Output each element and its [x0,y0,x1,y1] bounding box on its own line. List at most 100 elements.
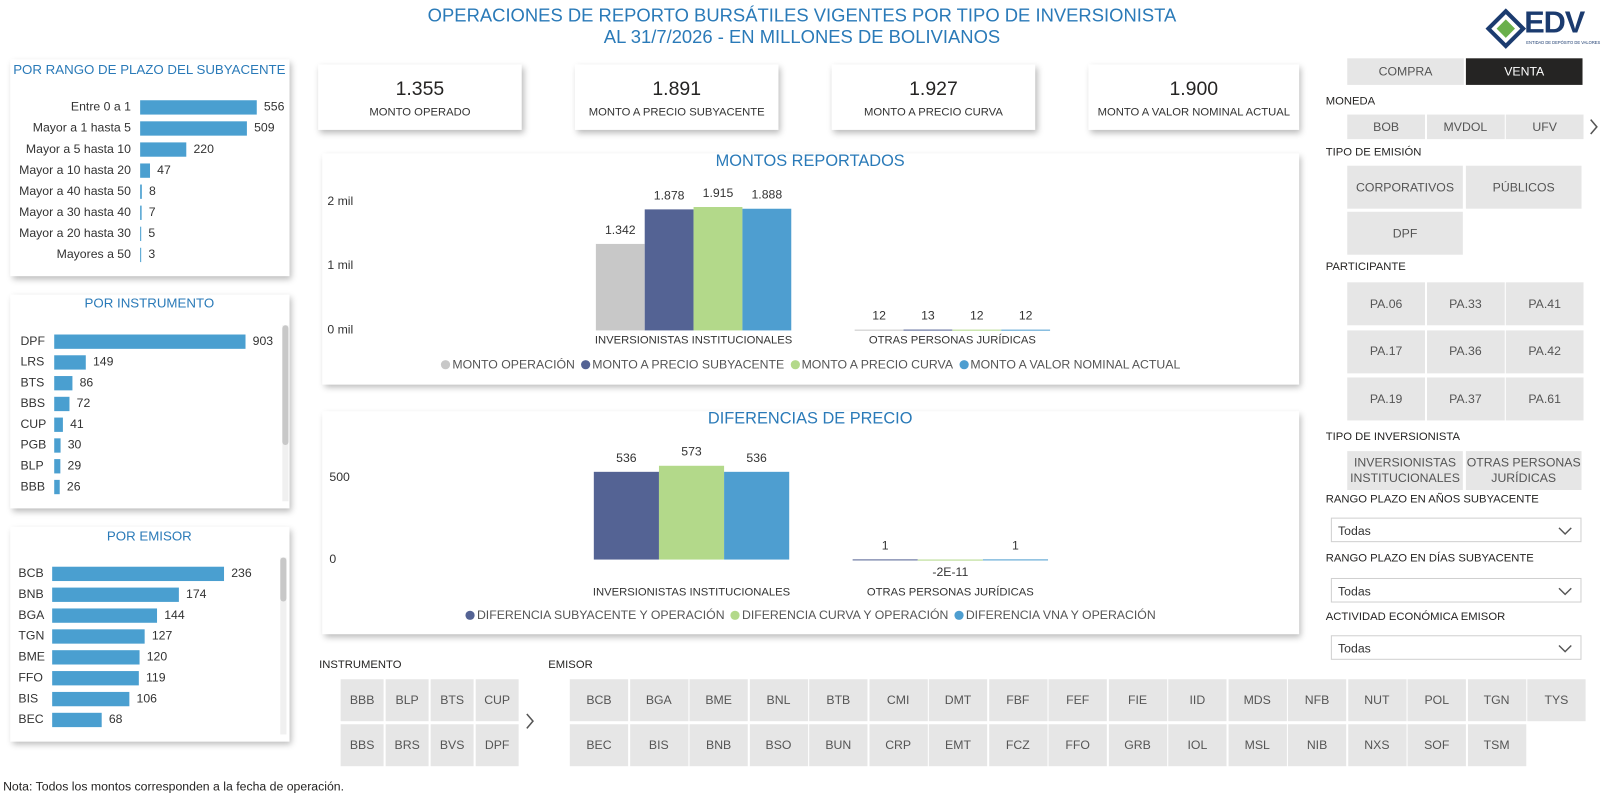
dropdown-chevron [1558,587,1572,596]
filter-button[interactable]: NXS [1347,724,1407,767]
dropdown-label: RANGO PLAZO EN DÍAS SUBYACENTE [1325,552,1534,565]
filter-button[interactable]: NUT [1347,679,1407,722]
filter-button[interactable]: INVERSIONISTAS INSTITUCIONALES [1347,451,1463,490]
filter-button[interactable]: TSM [1467,724,1526,767]
filter-button[interactable]: BSO [749,724,808,767]
scroll-thumb[interactable] [282,325,289,445]
filter-button[interactable]: SOF [1407,724,1466,767]
filter-button[interactable]: UFV [1505,114,1584,140]
filter-button[interactable]: PÚBLICOS [1465,165,1582,209]
filter-button[interactable]: CMI [869,679,928,722]
filter-button[interactable]: BTS [430,679,474,722]
filter-button[interactable]: POL [1407,679,1466,722]
filter-button[interactable]: PA.33 [1426,282,1505,326]
bar [140,142,187,157]
filter-button[interactable]: NFB [1287,679,1347,722]
filter-button[interactable]: BME [689,679,748,722]
filter-button[interactable]: FCZ [988,724,1047,767]
value-label: 5 [148,226,155,240]
value-label: 1.878 [654,188,685,202]
dropdown[interactable]: Todas [1330,635,1582,660]
legend-swatch [581,359,591,369]
filter-button[interactable]: MSL [1228,724,1287,767]
filter-button[interactable]: DPF [475,724,519,767]
filter-button[interactable]: MVDOL [1426,114,1505,140]
value-label: 556 [264,100,285,114]
filter-button[interactable]: BVS [430,724,474,767]
toggle-button[interactable]: COMPRA [1347,58,1464,85]
bar [52,712,102,728]
filter-button[interactable]: BBB [340,679,384,722]
filter-button[interactable]: EMT [928,724,988,767]
bar [644,209,694,331]
bar [852,559,918,561]
chevron[interactable] [526,713,534,729]
filter-button[interactable]: BIS [629,724,688,767]
filter-button[interactable]: TGN [1467,679,1526,722]
bar [52,608,158,623]
filter-button[interactable]: PA.36 [1426,329,1505,373]
dropdown[interactable]: Todas [1330,577,1582,603]
filter-button[interactable]: PA.06 [1347,282,1425,326]
filter-button[interactable]: MDS [1228,679,1287,722]
filter-button[interactable]: BUN [809,724,868,767]
bar [982,559,1049,561]
filter-button[interactable]: DMT [928,679,988,722]
filter-button[interactable]: BOB [1347,114,1425,140]
filter-button[interactable]: TYS [1527,679,1586,722]
filter-button[interactable]: FFO [1048,724,1107,767]
value-label: 1 [882,538,889,552]
legend-label: MONTO OPERACIÓN [452,357,575,372]
value-label: -2E-11 [932,565,968,579]
filter-button[interactable]: CRP [869,724,928,767]
value-label: 12 [1019,309,1033,323]
chevron[interactable] [1590,119,1598,135]
toggle-button[interactable]: VENTA [1465,58,1583,85]
filter-button[interactable]: PA.17 [1347,329,1425,373]
filter-button[interactable]: NIB [1287,724,1347,767]
value-label: 127 [152,629,173,643]
bar [595,243,645,331]
filter-button[interactable]: PA.37 [1426,377,1505,421]
bar [54,479,60,495]
bar [52,671,139,686]
legend-label: DIFERENCIA SUBYACENTE Y OPERACIÓN [476,607,725,622]
value-label: 509 [254,121,275,135]
filter-button[interactable]: OTRAS PERSONAS JURÍDICAS [1465,451,1582,490]
legend-item: MONTO A PRECIO SUBYACENTE [581,357,784,371]
filter-button[interactable]: BBS [340,724,384,767]
filter-button[interactable]: BNB [689,724,748,767]
logo-subtitle: ENTIDAD DE DEPÓSITO DE VALORES [1526,39,1601,46]
filter-button[interactable]: FEF [1048,679,1107,722]
filter-button[interactable]: FIE [1108,679,1167,722]
filter-button[interactable]: PA.41 [1505,282,1584,326]
filter-button[interactable]: DPF [1347,211,1463,255]
filter-button[interactable]: BGA [629,679,688,722]
scroll-thumb[interactable] [280,557,287,602]
filter-button[interactable]: BTB [809,679,868,722]
dropdown-chevron [1558,644,1572,653]
filter-button[interactable]: BNL [749,679,808,722]
filter-button[interactable]: BRS [385,724,429,767]
filter-button[interactable]: PA.19 [1347,377,1425,421]
footnote: Nota: Todos los montos corresponden a la… [3,779,345,794]
filter-button[interactable]: BLP [385,679,429,722]
filter-button[interactable]: PA.42 [1505,329,1584,373]
category-label: BLP [20,458,43,472]
filter-button[interactable]: GRB [1108,724,1167,767]
filter-button[interactable]: BEC [569,724,629,767]
filter-button[interactable]: CORPORATIVOS [1347,165,1463,209]
dropdown[interactable]: Todas [1330,517,1582,543]
filter-button[interactable]: IOL [1168,724,1227,767]
category-label: BBS [20,396,45,410]
filter-button[interactable]: IID [1168,679,1227,722]
filter-button[interactable]: CUP [475,679,519,722]
bar [52,629,145,644]
filter-button[interactable]: PA.61 [1505,377,1584,421]
bar [724,471,790,560]
filter-button[interactable]: BCB [569,679,629,722]
filter-button[interactable]: FBF [988,679,1047,722]
dropdown-chevron [1558,527,1572,535]
